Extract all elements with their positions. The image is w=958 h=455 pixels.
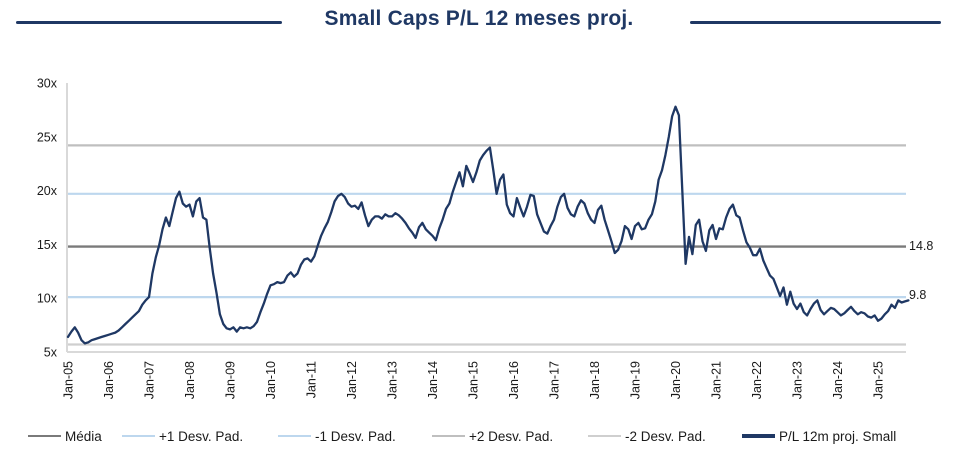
page-title: Small Caps P/L 12 meses proj. [324,7,634,30]
plus2-desv-line-swatch [432,434,465,438]
legend-label: -2 Desv. Pad. [625,428,706,444]
y-tick-label: 5x [44,346,58,360]
x-tick-label: Jan-21 [710,361,724,399]
x-tick-label: Jan-05 [62,361,76,399]
y-tick-label: 25x [37,130,58,144]
x-tick-label: Jan-25 [872,361,886,399]
legend-item-plus2-desv: +2 Desv. Pad. [432,426,553,446]
legend-label: P/L 12m proj. Small [779,428,897,444]
x-tick-label: Jan-18 [588,361,602,399]
x-tick-label: Jan-16 [507,361,521,399]
y-tick-label: 30x [37,77,58,91]
legend-label: Média [65,428,102,444]
minus1-desv-line-swatch [278,434,311,438]
plus1-desv-line-swatch [122,434,155,438]
legend-item-media: Média [28,426,102,446]
pl-series-line-swatch [742,434,775,438]
minus2-desv-line-swatch [588,434,621,438]
y-tick-label: 20x [37,184,58,198]
x-tick-label: Jan-11 [305,361,319,398]
legend-label: -1 Desv. Pad. [315,428,396,444]
x-tick-label: Jan-23 [791,361,805,399]
x-tick-label: Jan-22 [750,361,764,399]
legend-label: +2 Desv. Pad. [469,428,554,444]
legend-item-plus1-desv: +1 Desv. Pad. [122,426,243,446]
pl-12m-proj-small-series [66,105,910,345]
x-tick-label: Jan-10 [264,361,278,399]
x-tick-label: Jan-06 [102,361,116,399]
x-tick-label: Jan-08 [183,361,197,399]
legend-label: +1 Desv. Pad. [159,428,244,444]
x-tick-label: Jan-24 [831,361,845,399]
x-tick-label: Jan-09 [224,361,238,399]
y-tick-label: 10x [37,292,58,306]
media-value-label: 14.8 [909,238,934,253]
last-value-label: 9.8 [909,288,927,303]
x-tick-label: Jan-17 [548,361,562,399]
y-tick-label: 15x [37,238,58,252]
x-tick-label: Jan-13 [386,361,400,399]
x-tick-label: Jan-15 [467,361,481,399]
legend-item-minus2-desv: -2 Desv. Pad. [588,426,706,446]
title-row: Small Caps P/L 12 meses proj. [0,0,958,44]
legend-item-pl-12m-proj-small: P/L 12m proj. Small [742,426,896,446]
x-tick-label: Jan-14 [426,361,440,399]
media-line-swatch [28,434,61,438]
title-rule-left [16,21,282,24]
title-rule-right [690,21,941,24]
legend-item-minus1-desv: -1 Desv. Pad. [278,426,396,446]
x-tick-label: Jan-19 [629,361,643,399]
legend: Média +1 Desv. Pad. -1 Desv. Pad. +2 Des… [0,426,958,450]
x-tick-label: Jan-12 [345,361,359,399]
x-tick-label: Jan-07 [143,361,157,399]
x-tick-label: Jan-20 [669,361,683,399]
